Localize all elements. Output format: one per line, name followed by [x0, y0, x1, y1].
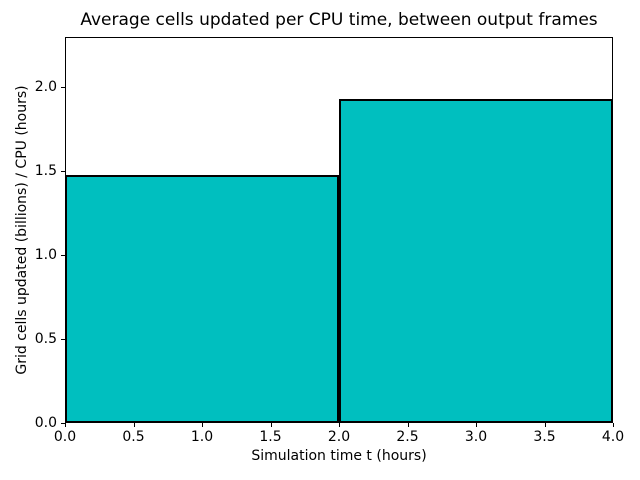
- x-tick-label: 0.0: [53, 429, 77, 445]
- x-tick: [339, 423, 340, 427]
- y-tick: [61, 255, 65, 257]
- x-tick-label: 4.0: [601, 429, 625, 445]
- y-tick-label: 0.5: [34, 331, 57, 348]
- x-tick-label: 0.5: [122, 429, 145, 445]
- y-tick: [61, 87, 65, 89]
- x-tick-label: 1.0: [190, 429, 214, 445]
- x-tick: [65, 423, 66, 427]
- y-tick: [61, 339, 65, 341]
- x-tick-label: 3.0: [464, 429, 488, 445]
- bar: [339, 99, 613, 423]
- y-tick-label: 2.0: [34, 79, 57, 96]
- x-tick: [407, 423, 409, 427]
- x-tick: [613, 423, 614, 427]
- x-tick-label: 3.5: [533, 429, 556, 445]
- y-tick-label: 0.0: [34, 415, 57, 431]
- bar: [65, 174, 339, 423]
- x-tick: [544, 423, 546, 427]
- y-axis-label: Grid cells updated (billions) / CPU (hou…: [14, 85, 30, 375]
- y-tick: [61, 423, 65, 424]
- x-tick-label: 1.5: [259, 429, 282, 445]
- x-tick-label: 2.0: [327, 429, 351, 445]
- x-tick: [202, 423, 203, 427]
- x-axis-label: Simulation time t (hours): [251, 448, 427, 464]
- y-tick-label: 1.0: [34, 247, 57, 264]
- y-tick: [61, 171, 65, 173]
- chart-title: Average cells updated per CPU time, betw…: [80, 10, 598, 30]
- x-tick: [270, 423, 272, 427]
- x-tick: [476, 423, 477, 427]
- x-tick-label: 2.5: [396, 429, 419, 445]
- y-tick-label: 1.5: [34, 163, 57, 180]
- x-tick: [133, 423, 135, 427]
